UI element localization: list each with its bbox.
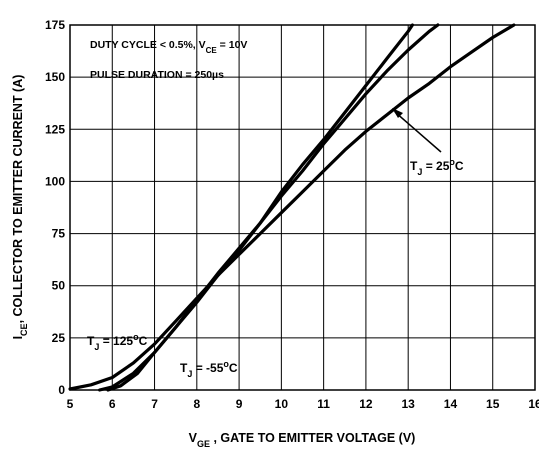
- curve-tj-125c: [68, 23, 516, 391]
- label-tj-25c: TJ = 25oC: [392, 108, 464, 177]
- x-tick-label-4: 9: [236, 397, 243, 411]
- x-tick-label-9: 14: [444, 397, 458, 411]
- plot-frame: [69, 24, 536, 391]
- note-pulse-duration: PULSE DURATION = 250µs: [90, 69, 224, 81]
- x-tick-label-8: 13: [402, 397, 416, 411]
- label-tj-minus55c: TJ = -55oC: [180, 359, 238, 379]
- y-tick-label-3: 75: [52, 227, 66, 241]
- x-tick-labels: 5 6 7 8 9 10 11 12 13 14 15 16: [67, 397, 539, 411]
- curves: [68, 23, 516, 392]
- y-tick-label-5: 125: [45, 122, 65, 136]
- y-axis-label: ICE, COLLECTOR TO EMITTER CURRENT (A): [11, 75, 29, 340]
- x-tick-label-11: 16: [528, 397, 539, 411]
- leader-tj-25c: [394, 111, 442, 153]
- svg-text:TJ = 25oC: TJ = 25oC: [410, 157, 464, 177]
- x-tick-label-10: 15: [486, 397, 500, 411]
- y-tick-label-4: 100: [45, 174, 65, 188]
- note-duty-cycle: DUTY CYCLE < 0.5%, VCE = 10V: [90, 39, 247, 55]
- x-tick-label-3: 8: [193, 397, 200, 411]
- x-tick-label-6: 11: [317, 397, 330, 411]
- x-tick-label-1: 6: [109, 397, 116, 411]
- label-tj-125c: TJ = 125oC: [87, 332, 148, 352]
- x-axis-label: VGE , GATE TO EMITTER VOLTAGE (V): [189, 431, 416, 449]
- y-tick-label-6: 150: [45, 70, 65, 84]
- x-tick-label-0: 5: [67, 397, 74, 411]
- y-tick-labels: 0 25 50 75 100 125 150 175: [45, 18, 65, 397]
- y-tick-label-7: 175: [45, 18, 65, 32]
- y-tick-label-0: 0: [58, 383, 65, 397]
- x-tick-label-5: 10: [275, 397, 289, 411]
- x-tick-label-2: 7: [151, 397, 158, 411]
- arrowhead-tj-25c: [392, 108, 403, 118]
- y-tick-label-2: 50: [52, 279, 66, 293]
- x-tick-label-7: 12: [359, 397, 373, 411]
- curve-tj-25c: [98, 23, 440, 392]
- y-tick-label-1: 25: [52, 331, 66, 345]
